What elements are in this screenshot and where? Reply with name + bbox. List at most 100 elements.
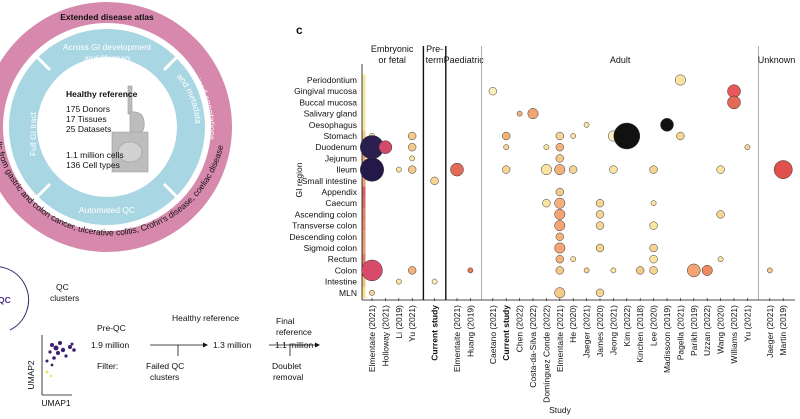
bubble bbox=[744, 144, 751, 151]
x-tick-label: Williams (2021) bbox=[729, 305, 739, 364]
y-tick-label: Ascending colon bbox=[295, 209, 358, 219]
bubble bbox=[488, 87, 497, 96]
y-tick-label: Oesophagus bbox=[309, 120, 357, 130]
y-tick-label: Sigmoid colon bbox=[304, 243, 358, 253]
umap-points bbox=[45, 341, 76, 378]
bubble bbox=[502, 165, 511, 174]
bubble bbox=[649, 255, 658, 264]
group-label: term bbox=[426, 55, 444, 65]
bubble bbox=[649, 165, 658, 174]
bubble bbox=[555, 187, 564, 197]
umap-title: QC bbox=[56, 282, 69, 292]
bubble bbox=[554, 242, 566, 254]
bubble bbox=[431, 278, 438, 285]
filter-item: Failed QC bbox=[146, 361, 184, 371]
center-stat: 17 Tissues bbox=[66, 114, 107, 124]
region-color bbox=[362, 85, 366, 97]
x-tick-label: Elmentaite (2021) bbox=[555, 305, 565, 372]
x-tick-label: Domínguez Conde (2022) bbox=[541, 305, 551, 403]
region-color bbox=[362, 130, 366, 142]
y-tick-label: Appendix bbox=[322, 187, 358, 197]
x-tick-label: Yu (2021) bbox=[742, 305, 752, 342]
x-tick-label: Current study bbox=[501, 305, 511, 361]
region-color bbox=[362, 175, 366, 187]
center-stat: 25 Datasets bbox=[66, 124, 111, 134]
bubble bbox=[649, 221, 658, 230]
region-color bbox=[362, 220, 366, 232]
bubble bbox=[727, 95, 741, 110]
y-tick-label: Buccal mucosa bbox=[299, 97, 357, 107]
region-color bbox=[362, 152, 366, 164]
x-tick-label: Elmentaite (2021) bbox=[367, 305, 377, 372]
bubble bbox=[555, 131, 564, 141]
step-label: Final bbox=[276, 316, 295, 326]
region-color bbox=[362, 242, 366, 254]
bubble bbox=[674, 74, 686, 86]
bubble bbox=[542, 199, 551, 208]
step-label: Pre-QC bbox=[97, 323, 126, 333]
bubble bbox=[609, 165, 618, 174]
arrow-head bbox=[203, 342, 208, 348]
bubble bbox=[527, 108, 539, 120]
bubble bbox=[555, 143, 564, 152]
x-tick-label: Yu (2021) bbox=[407, 305, 417, 342]
y-tick-label: Caecum bbox=[325, 198, 357, 208]
y-tick-label: Periodontium bbox=[307, 75, 357, 85]
x-tick-label: Wang (2020) bbox=[716, 305, 726, 354]
group-label: Embryonic bbox=[371, 44, 414, 54]
y-tick-label: Small intestine bbox=[302, 176, 358, 186]
x-tick-label: Uzzan (2022) bbox=[702, 305, 712, 356]
step-label: reference bbox=[276, 327, 312, 337]
bubble bbox=[360, 157, 384, 182]
y-tick-label: Gingival mucosa bbox=[294, 86, 357, 96]
fragment-label: QC bbox=[0, 295, 11, 305]
center-title: Healthy reference bbox=[66, 89, 138, 99]
y-tick-label: Colon bbox=[335, 265, 357, 275]
ring-dividers bbox=[34, 54, 180, 200]
segment-left: Full GI tract bbox=[28, 111, 38, 156]
x-axis-title: Study bbox=[549, 405, 571, 415]
region-color bbox=[362, 96, 366, 108]
bubble bbox=[408, 165, 417, 174]
bubble bbox=[554, 220, 566, 232]
x-tick-label: Kim (2022) bbox=[622, 305, 632, 347]
y-tick-label: Transverse colon bbox=[292, 221, 357, 231]
bubble bbox=[554, 164, 566, 176]
bubble bbox=[554, 197, 566, 209]
y-tick-label: Salivary gland bbox=[304, 109, 358, 119]
region-color bbox=[362, 276, 366, 288]
bubble bbox=[716, 210, 725, 219]
segment-bottom: Automated QC bbox=[79, 205, 135, 215]
bubble bbox=[716, 165, 725, 174]
x-tick-label: James (2020) bbox=[595, 305, 605, 357]
region-color bbox=[362, 74, 366, 86]
y-tick-label: Rectum bbox=[328, 254, 357, 264]
y-tick-label: MLN bbox=[339, 288, 357, 298]
bubble bbox=[583, 121, 590, 128]
step-label: Healthy reference bbox=[172, 313, 239, 323]
bubble bbox=[766, 267, 773, 274]
bubble bbox=[430, 176, 439, 185]
center-stat: 136 Cell types bbox=[66, 160, 120, 170]
x-tick-label: Kinchen (2018) bbox=[635, 305, 645, 363]
y-tick-label: Stomach bbox=[323, 131, 357, 141]
bubble bbox=[570, 256, 577, 263]
region-color bbox=[362, 208, 366, 220]
bubble bbox=[409, 155, 416, 162]
region-color bbox=[362, 287, 366, 299]
y-tick-label: Descending colon bbox=[289, 232, 357, 242]
x-tick-label: Pagella (2021) bbox=[675, 305, 685, 360]
x-tick-label: Li (2019) bbox=[394, 305, 404, 339]
bubble bbox=[595, 288, 605, 297]
bubble bbox=[395, 166, 402, 173]
segment-top: Across GI development bbox=[63, 42, 152, 52]
bubble bbox=[660, 118, 674, 132]
x-tick-label: Huang (2019) bbox=[465, 305, 475, 357]
filter-item: Doublet bbox=[272, 361, 302, 371]
bubble bbox=[649, 243, 658, 253]
bubble bbox=[610, 267, 617, 274]
cluster-arc bbox=[0, 266, 30, 331]
bubble bbox=[555, 266, 564, 275]
atlas-title: Extended disease atlas bbox=[60, 12, 154, 22]
